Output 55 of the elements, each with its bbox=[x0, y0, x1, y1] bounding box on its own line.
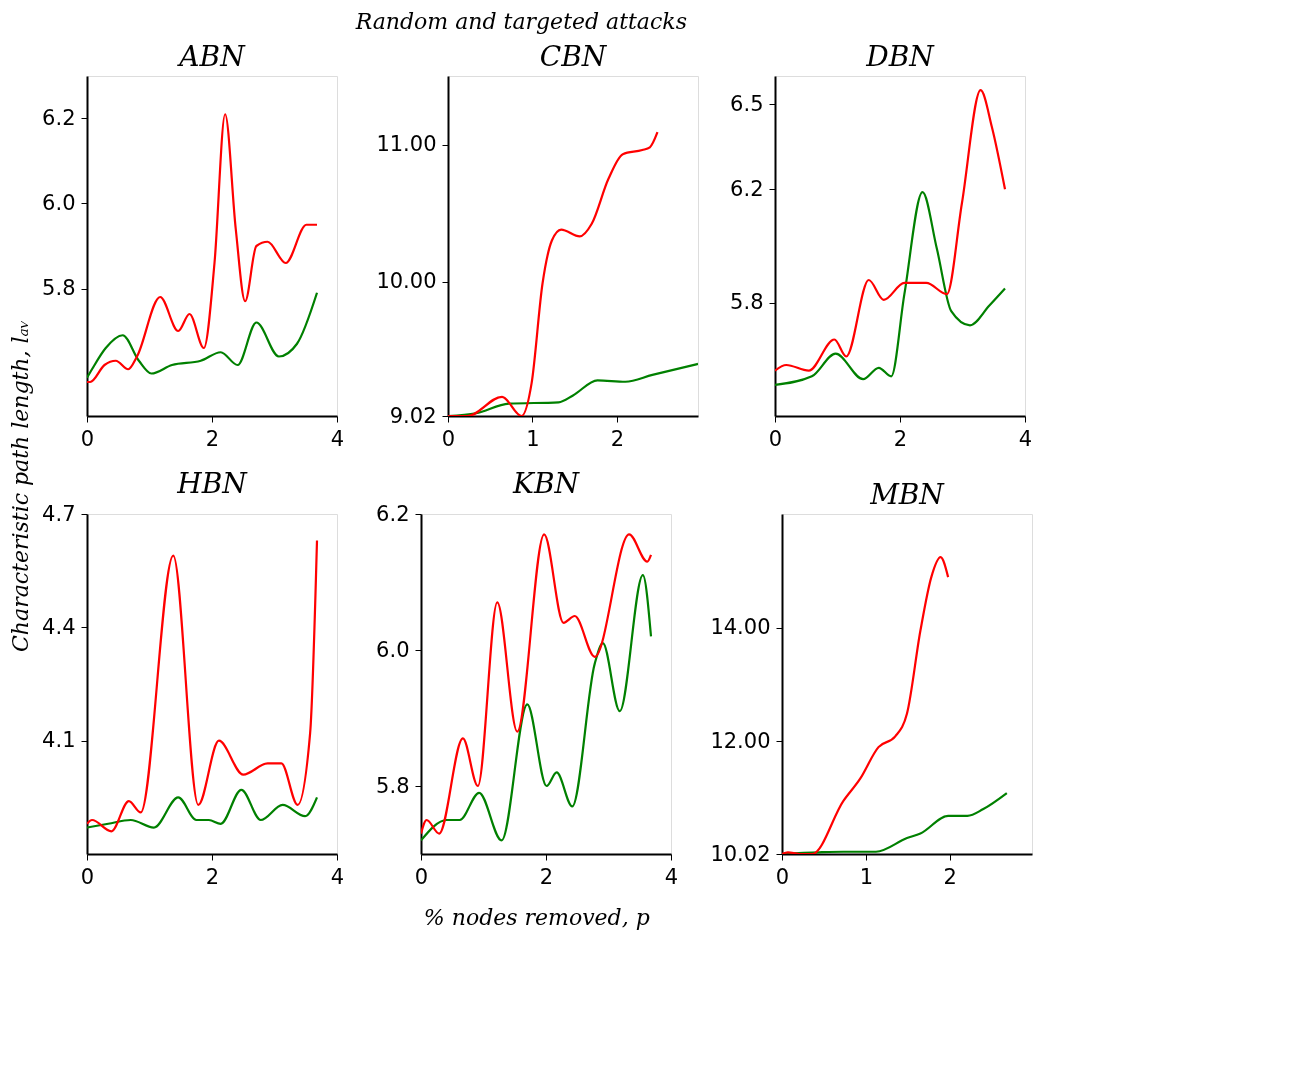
x-axis-title: % nodes removed, p bbox=[423, 904, 650, 930]
line-series bbox=[421, 533, 653, 835]
line-series bbox=[775, 89, 1007, 372]
x-tick-label: 4 bbox=[330, 864, 345, 889]
line-series bbox=[87, 788, 319, 829]
y-tick-label: 6.0 bbox=[376, 637, 410, 662]
y-axis-title: Characteristic path length, lₐᵥ bbox=[8, 320, 34, 652]
line-series bbox=[421, 574, 653, 842]
y-tick-label: 6.2 bbox=[42, 106, 76, 130]
y-tick-label: 5.8 bbox=[730, 290, 764, 315]
x-tick-label: 0 bbox=[414, 864, 429, 889]
x-tick-label: 2 bbox=[610, 426, 625, 451]
line-series bbox=[87, 113, 319, 384]
x-tick-label: 0 bbox=[80, 864, 95, 889]
line-series bbox=[448, 131, 659, 416]
y-tick-label: 14.00 bbox=[710, 615, 771, 640]
x-tick-label: 0 bbox=[768, 426, 783, 451]
y-tick-label: 6.2 bbox=[730, 176, 764, 201]
x-tick-label: 4 bbox=[1018, 426, 1033, 451]
x-tick-label: 0 bbox=[775, 864, 790, 889]
x-tick-label: 2 bbox=[205, 426, 220, 451]
y-tick-label: 4.1 bbox=[42, 728, 76, 753]
x-tick-label: 0 bbox=[441, 426, 456, 451]
chart-title: ABN bbox=[176, 40, 247, 73]
y-tick-label: 10.00 bbox=[376, 269, 437, 294]
line-series bbox=[782, 556, 950, 854]
y-tick-label: 10.02 bbox=[710, 841, 771, 866]
x-tick-label: 4 bbox=[664, 864, 679, 889]
chart-title: DBN bbox=[865, 40, 936, 73]
y-tick-label: 6.2 bbox=[376, 501, 410, 526]
x-tick-label: 2 bbox=[205, 864, 220, 889]
y-tick-label: 11.00 bbox=[376, 132, 437, 157]
chart-title: KBN bbox=[512, 467, 581, 500]
x-tick-label: 2 bbox=[893, 426, 908, 451]
y-tick-label: 5.8 bbox=[42, 276, 76, 300]
y-tick-label: 9.02 bbox=[389, 403, 437, 428]
y-tick-label: 6.5 bbox=[730, 91, 764, 116]
x-tick-label: 4 bbox=[330, 426, 345, 451]
y-tick-label: 6.0 bbox=[42, 191, 76, 215]
text: Random and targeted attacks bbox=[354, 8, 687, 34]
x-tick-label: 2 bbox=[539, 864, 554, 889]
x-tick-label: 2 bbox=[943, 864, 957, 889]
x-tick-label: 1 bbox=[526, 426, 540, 451]
chart-title: MBN bbox=[869, 478, 946, 511]
y-tick-label: 12.00 bbox=[710, 728, 771, 753]
chart-title: CBN bbox=[539, 40, 608, 73]
line-series bbox=[87, 291, 319, 379]
y-tick-label: 5.8 bbox=[376, 773, 410, 798]
y-tick-label: 4.4 bbox=[42, 614, 76, 639]
chart-title: HBN bbox=[176, 467, 249, 500]
line-series bbox=[87, 539, 319, 833]
x-tick-label: 0 bbox=[80, 426, 95, 451]
y-tick-label: 4.7 bbox=[42, 501, 76, 526]
line-series bbox=[775, 191, 1007, 386]
x-tick-label: 1 bbox=[859, 864, 874, 889]
